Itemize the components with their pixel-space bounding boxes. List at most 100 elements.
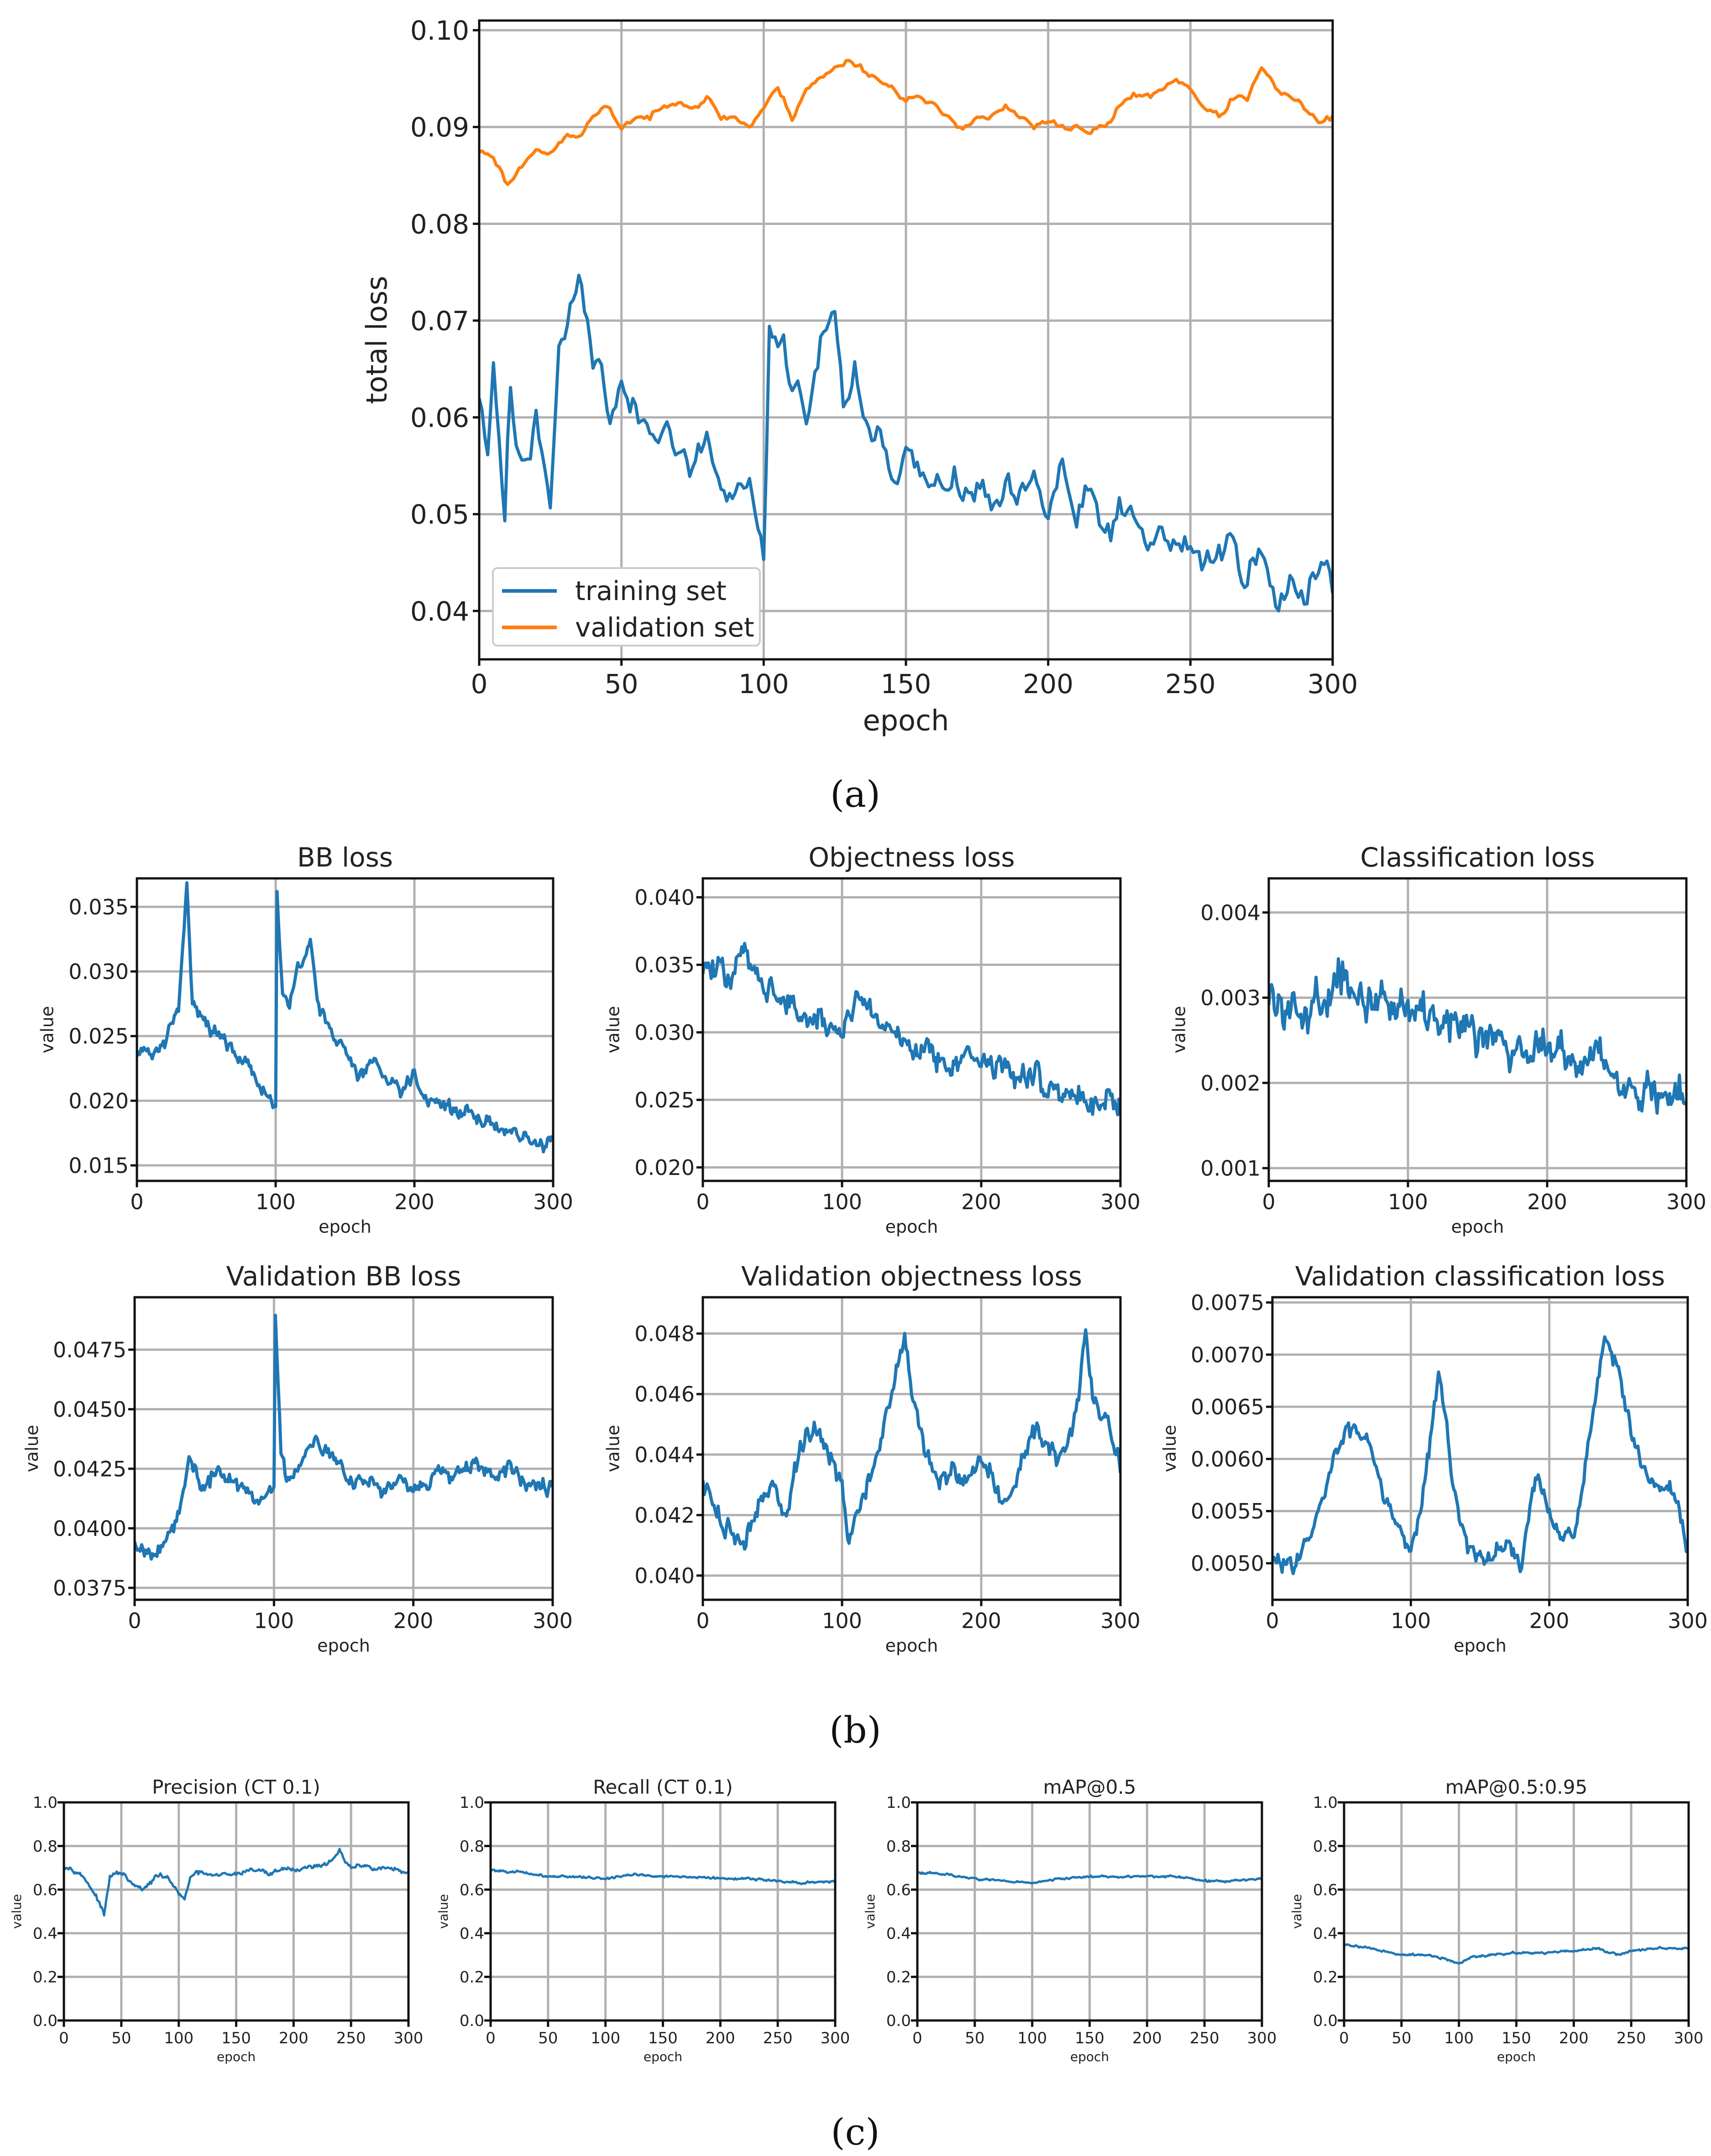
axes-frame (1267, 877, 1688, 1182)
x-axis-label: epoch (1497, 2049, 1536, 2064)
chart-title: Precision (CT 0.1) (152, 1776, 320, 1798)
x-tick-label: 300 (1668, 1608, 1708, 1633)
y-tick-label: 0.8 (460, 1838, 484, 1856)
chart-vcls: 0 100 200 300 0.0050 0.0055 0.0060 0.0065 0.0070… (1160, 1261, 1708, 1656)
y-axis-label: value (603, 1006, 623, 1054)
y-tick-label: 0.6 (1313, 1881, 1338, 1899)
x-tick-label: 250 (1617, 2029, 1646, 2047)
x-axis-label: epoch (1451, 1217, 1504, 1237)
y-tick-label: 0.0 (460, 2012, 484, 2030)
x-tick-label: 0 (59, 2029, 69, 2047)
y-tick-label: 1.0 (33, 1794, 58, 1812)
y-tick-label: 0.0 (886, 2012, 911, 2030)
y-tick-label: 0.4 (886, 1925, 911, 1943)
x-tick-label: 300 (1308, 668, 1358, 700)
y-tick-label: 0.044 (634, 1442, 695, 1467)
x-tick-label: 50 (111, 2029, 131, 2047)
x-tick-label: 100 (738, 668, 789, 700)
chart-vbb: 0 100 200 300 0.0375 0.0400 0.0425 0.0450 0.0475… (22, 1261, 573, 1656)
y-tick-label: 0.4 (33, 1925, 58, 1943)
x-tick-label: 300 (394, 2029, 424, 2047)
x-tick-label: 150 (1075, 2029, 1104, 2047)
x-tick-label: 250 (763, 2029, 793, 2047)
x-tick-label: 150 (881, 668, 931, 700)
series-line-map-0-5-0-95 (1344, 1942, 1689, 1965)
x-tick-label: 200 (1023, 668, 1073, 700)
chart-title: Validation BB loss (226, 1261, 461, 1292)
y-axis-label: value (1160, 1425, 1180, 1472)
y-tick-label: 0.0050 (1191, 1551, 1264, 1576)
x-tick-label: 0 (1339, 2029, 1349, 2047)
x-tick-label: 200 (961, 1608, 1001, 1633)
x-axis-label: epoch (885, 1636, 938, 1656)
chart-title: BB loss (297, 842, 393, 873)
x-tick-label: 200 (1529, 1608, 1570, 1633)
chart-title: Validation classification loss (1295, 1261, 1665, 1292)
x-tick-label: 200 (1527, 1190, 1567, 1214)
series-line-training-set (479, 273, 1333, 613)
y-tick-label: 0.042 (634, 1503, 695, 1528)
x-tick-label: 0 (486, 2029, 496, 2047)
legend-entry: training set (575, 575, 727, 606)
y-tick-label: 0.8 (1313, 1838, 1338, 1856)
x-tick-label: 200 (1132, 2029, 1162, 2047)
legend: training set validation set (492, 567, 761, 647)
charts-layer: 0 50 100 150 200 250 300 0.04 0.05 0.06 0.07 0.08 0.… (9, 15, 1708, 2064)
x-axis-label: epoch (885, 1217, 938, 1237)
y-tick-label: 0.07 (410, 305, 469, 336)
y-axis-label: value (603, 1425, 623, 1472)
series-line-validation-classification-loss (1272, 1335, 1688, 1576)
y-tick-label: 0.6 (460, 1881, 484, 1899)
x-tick-label: 300 (821, 2029, 850, 2047)
x-tick-label: 150 (648, 2029, 678, 2047)
y-tick-label: 0.020 (634, 1155, 695, 1180)
chart-title: Recall (CT 0.1) (593, 1776, 733, 1798)
y-tick-label: 0.0060 (1191, 1447, 1264, 1472)
x-axis-label: epoch (319, 1217, 372, 1237)
x-tick-label: 50 (965, 2029, 984, 2047)
series-line-objectness-loss (703, 942, 1120, 1117)
x-tick-label: 0 (1266, 1608, 1279, 1633)
y-tick-label: 0.0400 (53, 1516, 126, 1541)
y-tick-label: 0.0075 (1191, 1290, 1264, 1315)
x-tick-label: 150 (1502, 2029, 1531, 2047)
x-tick-label: 100 (164, 2029, 194, 2047)
y-tick-label: 1.0 (1313, 1794, 1338, 1812)
x-tick-label: 100 (1391, 1608, 1431, 1633)
x-tick-label: 200 (393, 1608, 434, 1633)
x-axis-label: epoch (217, 2049, 256, 2064)
y-tick-label: 0.0 (33, 2012, 58, 2030)
y-tick-label: 0.08 (410, 209, 469, 240)
x-tick-label: 100 (822, 1190, 862, 1214)
x-tick-label: 0 (471, 668, 488, 700)
y-axis-label: value (436, 1894, 451, 1929)
y-tick-label: 0.6 (33, 1881, 58, 1899)
legend-frame (492, 567, 761, 647)
y-tick-label: 0.09 (410, 112, 469, 143)
x-tick-label: 0 (130, 1190, 143, 1214)
y-tick-label: 0.015 (68, 1154, 129, 1178)
y-tick-label: 0.001 (1200, 1156, 1261, 1181)
y-axis-label: value (37, 1006, 58, 1054)
chart-bb: 0 100 200 300 0.015 0.020 0.025 0.030 0.035 epoch… (37, 842, 573, 1237)
x-tick-label: 200 (279, 2029, 309, 2047)
chart-prec: 0 50 100 150 200 250 300 0.0 0.2 0.4 0.6 0.8 1.0 epoc… (9, 1776, 423, 2064)
x-tick-label: 250 (1190, 2029, 1219, 2047)
x-tick-label: 50 (1392, 2029, 1411, 2047)
x-tick-label: 50 (538, 2029, 558, 2047)
y-tick-label: 0.048 (634, 1321, 695, 1346)
y-tick-label: 0.2 (460, 1968, 484, 1987)
y-tick-label: 0.8 (33, 1838, 58, 1856)
axes-frame (1271, 1296, 1689, 1601)
x-tick-label: 100 (256, 1190, 296, 1214)
y-tick-label: 0.6 (886, 1881, 911, 1899)
y-tick-label: 0.025 (634, 1088, 695, 1112)
y-tick-label: 0.0070 (1191, 1342, 1264, 1367)
chart-title: mAP@0.5 (1043, 1776, 1136, 1798)
y-tick-label: 0.040 (634, 1564, 695, 1588)
x-tick-label: 100 (1017, 2029, 1047, 2047)
legend-entry: validation set (575, 612, 754, 643)
x-tick-label: 150 (221, 2029, 251, 2047)
y-axis-label: value (1169, 1006, 1189, 1054)
